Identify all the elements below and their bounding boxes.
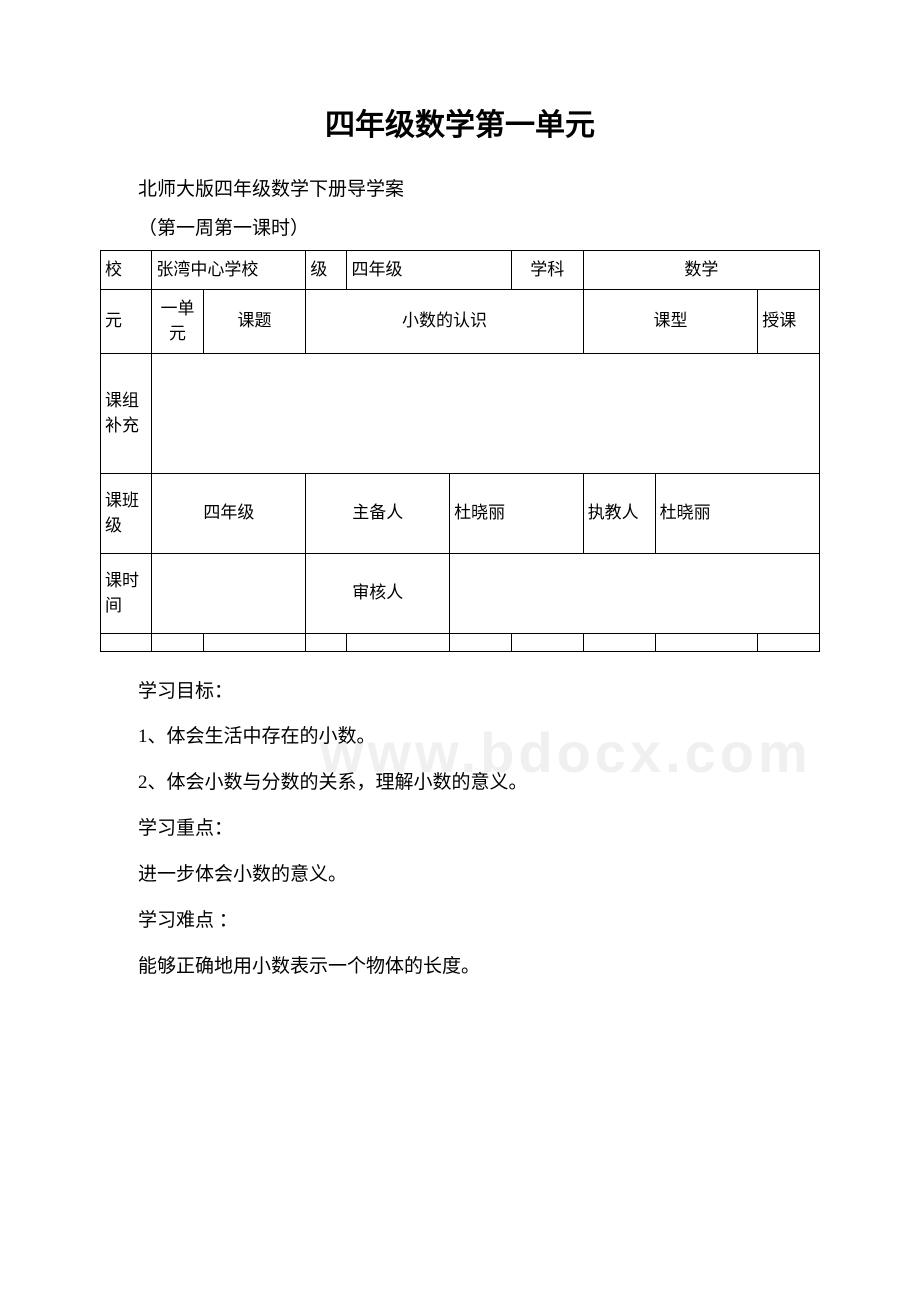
objective-2: 2、体会小数与分数的关系，理解小数的意义。 <box>100 763 820 803</box>
keypoint-1: 进一步体会小数的意义。 <box>100 855 820 895</box>
empty-cell <box>101 633 152 651</box>
label-type: 课型 <box>583 289 758 353</box>
objectives-title: 学习目标： <box>100 672 820 712</box>
objective-1: 1、体会生活中存在的小数。 <box>100 717 820 757</box>
label-unit: 元 <box>101 289 152 353</box>
value-type: 授课 <box>758 289 820 353</box>
table-row: 课班级 四年级 主备人 杜晓丽 执教人 杜晓丽 <box>101 473 820 553</box>
label-teacher: 执教人 <box>583 473 655 553</box>
document-title: 四年级数学第一单元 <box>100 100 820 144</box>
label-class: 课班级 <box>101 473 152 553</box>
empty-cell <box>347 633 450 651</box>
label-preparer: 主备人 <box>306 473 450 553</box>
value-fill <box>152 353 820 473</box>
value-reviewer <box>450 553 820 633</box>
empty-cell <box>450 633 512 651</box>
value-class: 四年级 <box>152 473 306 553</box>
empty-cell <box>511 633 583 651</box>
table-row: 元 一单元 课题 小数的认识 课型 授课 <box>101 289 820 353</box>
empty-cell <box>583 633 655 651</box>
keypoint-title: 学习重点： <box>100 809 820 849</box>
table-row <box>101 633 820 651</box>
label-school: 校 <box>101 251 152 290</box>
subtitle: 北师大版四年级数学下册导学案 <box>100 174 820 201</box>
value-unit: 一单元 <box>152 289 203 353</box>
label-grade: 级 <box>306 251 347 290</box>
difficulty-1: 能够正确地用小数表示一个物体的长度。 <box>100 947 820 987</box>
empty-cell <box>758 633 820 651</box>
value-school: 张湾中心学校 <box>152 251 306 290</box>
table-row: 课组补充 <box>101 353 820 473</box>
page-container: www.bdocx.com 四年级数学第一单元 北师大版四年级数学下册导学案 （… <box>100 100 820 987</box>
label-fill: 课组补充 <box>101 353 152 473</box>
value-topic: 小数的认识 <box>306 289 583 353</box>
label-topic: 课题 <box>203 289 306 353</box>
label-reviewer: 审核人 <box>306 553 450 633</box>
label-time: 课时间 <box>101 553 152 633</box>
empty-cell <box>655 633 758 651</box>
table-row: 校 张湾中心学校 级 四年级 学科 数学 <box>101 251 820 290</box>
info-table: 校 张湾中心学校 级 四年级 学科 数学 元 一单元 课题 小数的认识 课型 授… <box>100 250 820 652</box>
difficulty-title: 学习难点 ： <box>100 901 820 941</box>
label-subject: 学科 <box>511 251 583 290</box>
value-teacher: 杜晓丽 <box>655 473 819 553</box>
empty-cell <box>203 633 306 651</box>
empty-cell <box>152 633 203 651</box>
value-preparer: 杜晓丽 <box>450 473 584 553</box>
value-subject: 数学 <box>583 251 819 290</box>
subtitle-week: （第一周第一课时） <box>100 213 820 240</box>
empty-cell <box>306 633 347 651</box>
value-grade: 四年级 <box>347 251 511 290</box>
table-row: 课时间 审核人 <box>101 553 820 633</box>
value-time <box>152 553 306 633</box>
